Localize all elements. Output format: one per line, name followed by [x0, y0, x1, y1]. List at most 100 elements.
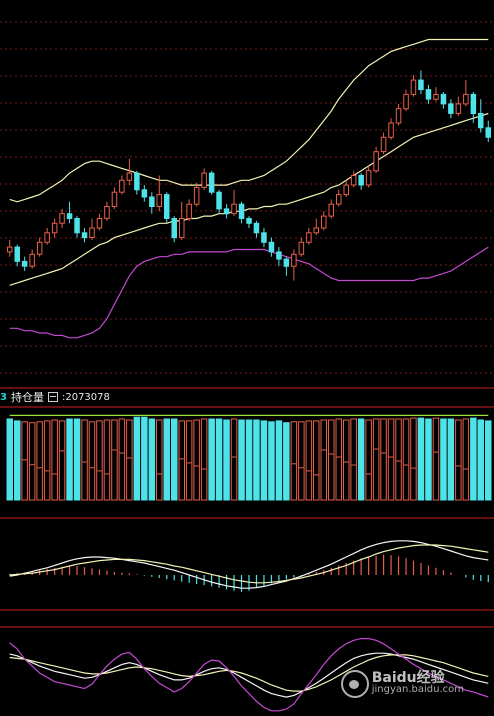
candle-body: [208, 172, 215, 193]
open-interest-bar: [268, 421, 275, 501]
candle-body: [418, 79, 424, 91]
candle-body: [149, 196, 155, 207]
candle-body: [36, 241, 43, 255]
open-interest-bar: [395, 418, 402, 501]
candle-body: [410, 79, 417, 95]
middle-band-line: [9, 112, 489, 286]
open-interest-bar: [66, 418, 73, 501]
candle-body: [223, 208, 230, 215]
open-interest-bar: [432, 417, 440, 501]
open-interest-bar: [88, 421, 96, 501]
open-interest-bar: [477, 419, 484, 501]
candle-body: [7, 246, 13, 253]
candle-body: [388, 122, 394, 138]
candle-body: [403, 93, 409, 110]
macd-dif-line: [9, 540, 489, 589]
candle-body: [283, 258, 290, 267]
open-interest-bar: [58, 420, 66, 501]
indicator-index: 3: [0, 391, 7, 403]
candle-body: [358, 175, 364, 186]
open-interest-bar: [238, 419, 245, 501]
lower-band-line: [9, 246, 489, 339]
candle-body: [261, 232, 267, 243]
candle-body: [179, 218, 185, 239]
open-interest-bar: [417, 417, 425, 501]
candle-body: [201, 172, 207, 188]
open-interest-bar: [470, 417, 477, 501]
open-interest-bar: [357, 418, 365, 501]
candle-body: [126, 172, 133, 181]
candle-body: [66, 213, 73, 219]
open-interest-bar: [133, 416, 141, 501]
candle-body: [253, 222, 260, 234]
open-interest-bar: [6, 418, 13, 501]
candle-body: [156, 194, 162, 208]
candle-body: [440, 93, 447, 105]
macd-panel: [9, 540, 489, 592]
candle-body: [395, 108, 402, 124]
candle-body: [171, 218, 177, 239]
indicator-title: 持仓量: [10, 391, 44, 404]
candle-body: [425, 89, 432, 100]
candle-body: [350, 175, 357, 186]
kdj-d-line: [9, 654, 489, 692]
open-interest-bar: [156, 419, 163, 501]
open-interest-bar: [410, 417, 417, 501]
open-interest-bar: [141, 416, 148, 501]
candle-body: [328, 203, 334, 217]
panel-separators: [0, 387, 494, 628]
candle-body: [380, 136, 387, 153]
open-interest-bar: [485, 420, 492, 501]
candle-body: [485, 127, 491, 138]
open-interest-bar: [208, 418, 215, 501]
open-interest-bar: [230, 418, 238, 501]
candle-body: [96, 218, 103, 229]
open-interest-bar: [163, 418, 170, 501]
watermark: Baidu经验 jingyan.baidu.com: [340, 670, 464, 698]
candle-body: [134, 172, 140, 191]
open-interest-bar: [402, 418, 410, 501]
candle-body: [321, 215, 327, 229]
open-interest-bar: [455, 419, 462, 501]
open-interest-bar: [440, 418, 447, 501]
baidu-paw-icon: [340, 670, 369, 698]
open-interest-bar: [21, 421, 28, 501]
candle-body: [365, 170, 372, 186]
candle-body: [14, 246, 20, 262]
candle-body: [111, 191, 118, 207]
candle-body: [291, 253, 297, 267]
open-interest-bar: [73, 418, 81, 501]
open-interest-bar: [365, 419, 372, 501]
candle-body: [268, 241, 275, 253]
price-grid: [0, 21, 494, 374]
open-interest-bar: [96, 420, 103, 501]
candle-body: [478, 113, 484, 129]
open-interest-bar: [425, 418, 432, 501]
candle-body: [44, 232, 50, 243]
open-interest-bar: [171, 418, 178, 501]
candle-body: [246, 218, 252, 224]
open-interest-bar: [215, 418, 223, 501]
candle-body: [470, 93, 477, 115]
open-interest-bar: [275, 420, 283, 501]
candle-body: [373, 151, 379, 172]
candle-body: [89, 227, 95, 238]
candle-body: [193, 187, 200, 205]
collapse-toggle-icon[interactable]: [47, 392, 58, 402]
candle-body: [448, 103, 454, 114]
open-interest-panel: [6, 414, 492, 501]
open-interest-header: 3 持仓量 :2073078: [0, 390, 110, 404]
open-interest-bar: [178, 420, 185, 501]
open-interest-bar: [320, 419, 327, 501]
kdj-j-line: [9, 637, 489, 712]
candle-body: [276, 251, 282, 260]
upper-band-line: [9, 38, 489, 203]
open-interest-bar: [126, 419, 133, 501]
open-interest-bar: [283, 422, 290, 501]
open-interest-bar: [335, 418, 342, 501]
open-interest-bar: [305, 420, 313, 501]
watermark-site: jingyan.baidu.com: [371, 684, 464, 695]
open-interest-bar: [290, 421, 298, 501]
candle-body: [463, 93, 469, 105]
